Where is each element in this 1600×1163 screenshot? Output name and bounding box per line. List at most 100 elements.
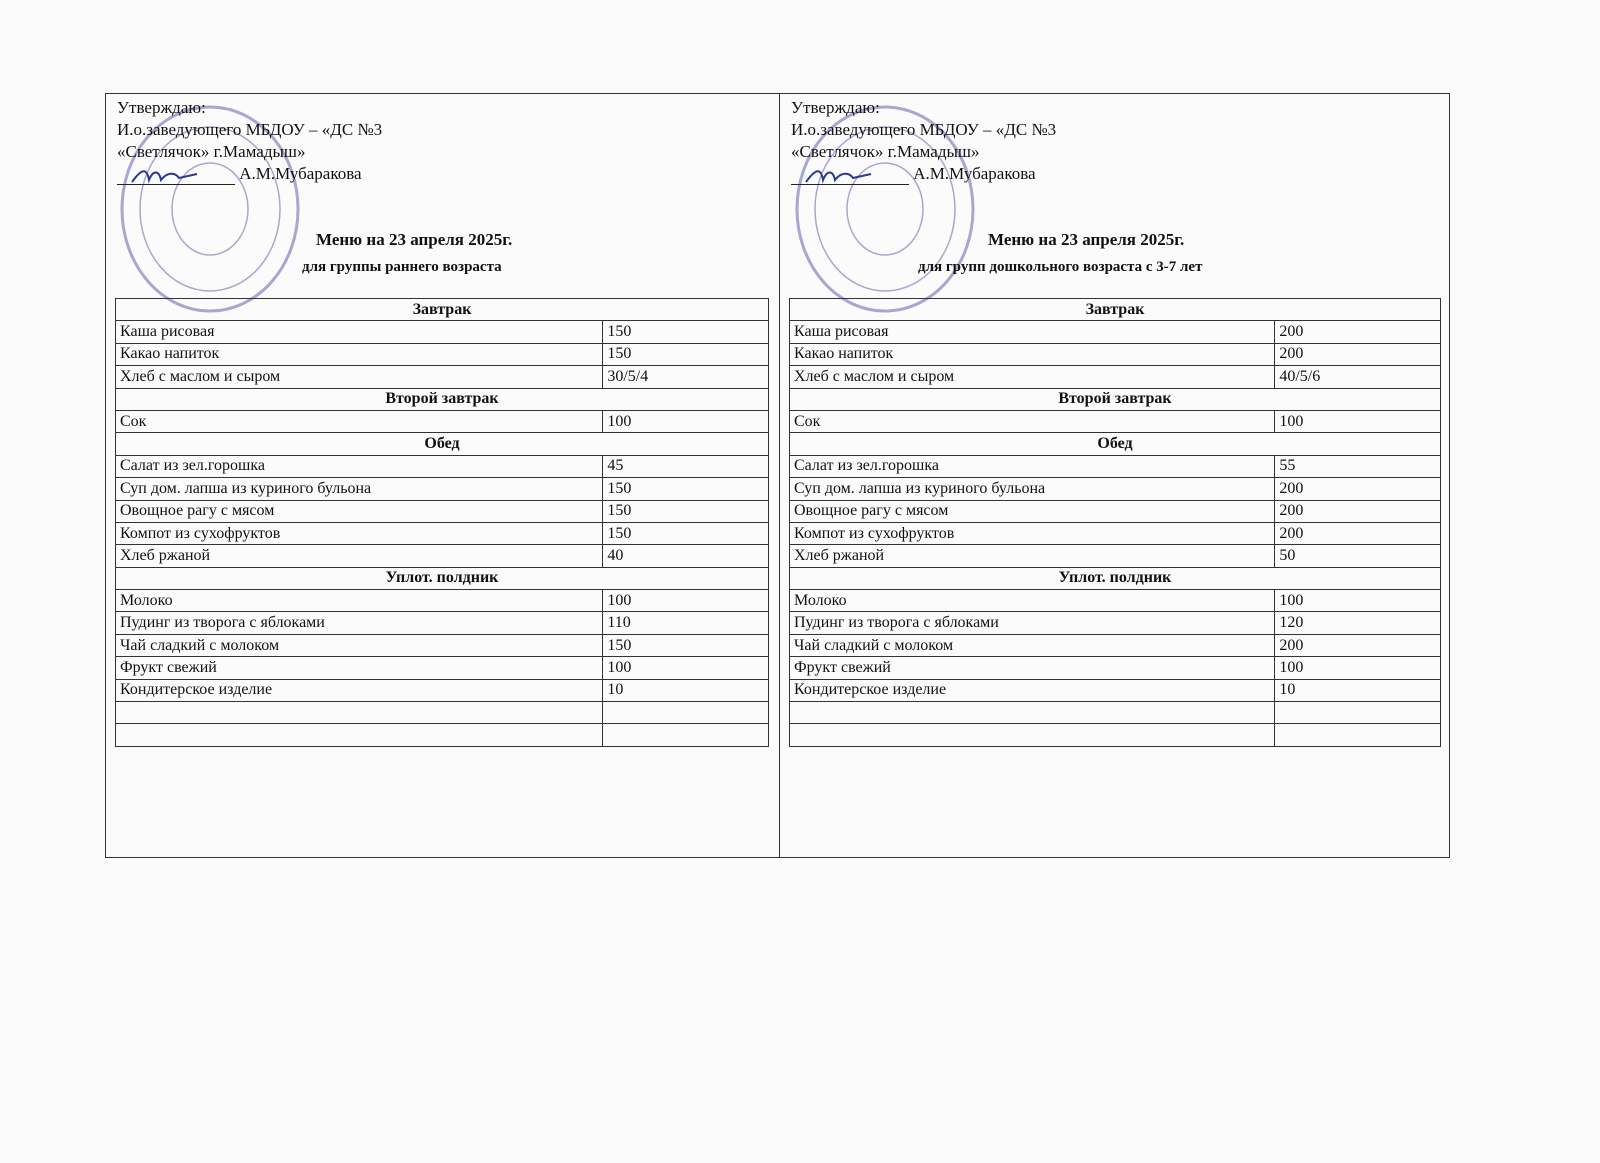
portion-amount: 200 [1274,477,1441,501]
dish-name: Кондитерское изделие [114,678,604,703]
dish-name: Чай сладкий с молоком [114,633,604,658]
section-row: Второй завтрак [115,387,769,411]
dish-name: Хлеб с маслом и сыром [788,365,1276,389]
table-row: Салат из зел.горошка 55 [788,454,1441,479]
dish-name: Чай сладкий с молоком [788,633,1276,658]
section-row: Завтрак [789,297,1441,322]
table-row: Каша рисовая 150 [114,320,769,344]
dish-name: Хлеб ржаной [114,544,604,568]
dish-name: Фрукт свежий [788,656,1276,680]
section-row: Второй завтрак [789,387,1441,411]
portion-amount: 110 [602,611,769,635]
meal-section-title: Завтрак [115,297,769,322]
table-row: Какао напиток 150 [114,342,769,367]
table-row: Хлеб с маслом и сыром 30/5/4 [114,365,769,389]
table-row: Каша рисовая 200 [788,320,1441,344]
portion-amount: 200 [1274,499,1441,523]
dish-name [114,701,604,725]
table-row: Чай сладкий с молоком 150 [114,633,769,658]
table-row: Кондитерское изделие 10 [788,678,1441,703]
menu-subtitle: для группы раннего возраста [302,259,502,275]
dish-name: Каша рисовая [788,320,1276,344]
portion-amount: 50 [1274,544,1441,568]
section-row: Уплот. полдник [115,566,769,591]
dish-name: Салат из зел.горошка [788,454,1276,479]
portion-amount: 100 [602,589,769,613]
table-row: Хлеб ржаной 40 [114,544,769,568]
dish-name: Какао напиток [788,342,1276,367]
table-row: Овощное рагу с мясом 150 [114,499,769,523]
dish-name: Компот из сухофруктов [788,521,1276,546]
portion-amount: 40/5/6 [1274,365,1441,389]
meal-section-title: Уплот. полдник [789,566,1441,591]
portion-amount: 100 [1274,589,1441,613]
approval-line: Утверждаю: [117,98,206,117]
portion-amount: 150 [602,320,769,344]
portion-amount [1274,723,1441,747]
portion-amount: 150 [602,521,769,546]
dish-name: Компот из сухофруктов [114,521,604,546]
table-row [788,723,1441,747]
signer-name: А.М.Мубаракова [239,164,362,183]
approval-block: Утверждаю: И.о.заведующего МБДОУ – «ДС №3… [791,97,1056,185]
portion-amount: 40 [602,544,769,568]
table-row: Компот из сухофруктов 200 [788,521,1441,546]
dish-name: Овощное рагу с мясом [788,499,1276,523]
portion-amount: 200 [1274,342,1441,367]
approval-line: Утверждаю: [791,98,880,117]
portion-amount: 100 [1274,409,1441,434]
portion-amount: 120 [1274,611,1441,635]
dish-name: Овощное рагу с мясом [114,499,604,523]
portion-amount [602,723,769,747]
table-row: Какао напиток 200 [788,342,1441,367]
table-row: Салат из зел.горошка 45 [114,454,769,479]
dish-name: Какао напиток [114,342,604,367]
meal-section-title: Обед [115,432,769,456]
dish-name [114,723,604,747]
meal-section-title: Второй завтрак [789,387,1441,411]
table-row: Овощное рагу с мясом 200 [788,499,1441,523]
portion-amount: 150 [602,499,769,523]
table-row: Хлеб ржаной 50 [788,544,1441,568]
portion-amount: 200 [1274,521,1441,546]
menu-title: Меню на 23 апреля 2025г. [988,230,1185,249]
table-row: Сок 100 [788,409,1441,434]
menu-table: Завтрак Каша рисовая 150 Какао напиток 150 Хл… [114,297,769,747]
dish-name: Молоко [114,589,604,613]
approval-line: И.о.заведующего МБДОУ – «ДС №3 [117,120,383,139]
portion-amount: 10 [602,678,769,703]
signer-name: А.М.Мубаракова [913,164,1036,183]
table-row: Компот из сухофруктов 150 [114,521,769,546]
portion-amount: 100 [1274,656,1441,680]
meal-section-title: Второй завтрак [115,387,769,411]
portion-amount: 10 [1274,678,1441,703]
table-row: Чай сладкий с молоком 200 [788,633,1441,658]
portion-amount: 100 [602,656,769,680]
section-row: Уплот. полдник [789,566,1441,591]
dish-name: Сок [788,409,1276,434]
meal-section-title: Обед [789,432,1441,456]
portion-amount: 150 [602,477,769,501]
portion-amount: 150 [602,633,769,658]
table-row: Суп дом. лапша из куриного бульона 200 [788,477,1441,501]
menu-title: Меню на 23 апреля 2025г. [316,230,513,249]
signature-line [791,166,909,185]
table-row: Фрукт свежий 100 [788,656,1441,680]
portion-amount: 30/5/4 [602,365,769,389]
dish-name: Хлеб ржаной [788,544,1276,568]
portion-amount: 45 [602,454,769,479]
table-row: Фрукт свежий 100 [114,656,769,680]
portion-amount: 55 [1274,454,1441,479]
document-frame [105,93,1450,858]
dish-name: Салат из зел.горошка [114,454,604,479]
table-row: Пудинг из творога с яблоками 120 [788,611,1441,635]
portion-amount: 200 [1274,320,1441,344]
table-row: Молоко 100 [114,589,769,613]
table-row: Хлеб с маслом и сыром 40/5/6 [788,365,1441,389]
approval-line: «Светлячок» г.Мамадыш» [117,142,306,161]
portion-amount [602,701,769,725]
menu-subtitle: для групп дошкольного возраста с 3-7 лет [918,259,1203,275]
column-divider [779,93,780,858]
section-row: Завтрак [115,297,769,322]
menu-table: Завтрак Каша рисовая 200 Какао напиток 200 Хл… [788,297,1441,747]
